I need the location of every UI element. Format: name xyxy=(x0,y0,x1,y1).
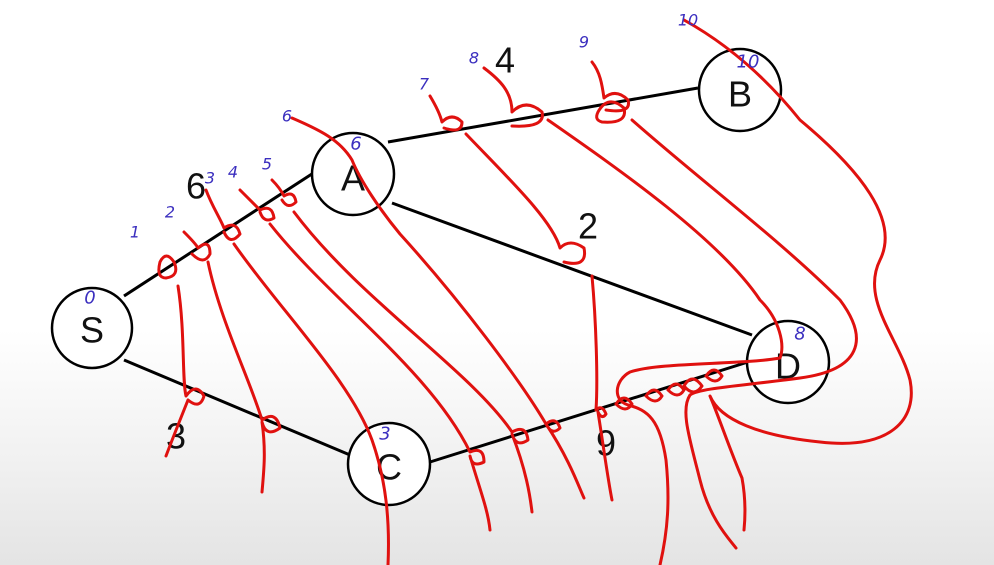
red-stroke-4 xyxy=(238,188,492,532)
red-stroke-10 xyxy=(682,18,913,532)
weight-s-a: 6 xyxy=(186,166,206,207)
dist-a: 6 xyxy=(350,134,361,155)
edge-s-c xyxy=(123,358,351,457)
node-a: A xyxy=(310,131,396,217)
tick-3: 3 xyxy=(205,169,215,188)
edge-s-a xyxy=(123,168,319,298)
red-loops-cd xyxy=(614,368,724,411)
node-c: C xyxy=(346,421,432,507)
tick-6: 6 xyxy=(282,107,292,126)
node-b-label: B xyxy=(728,74,752,115)
red-stroke-3 xyxy=(204,188,390,565)
edge-a-d xyxy=(391,201,753,337)
dist-c: 3 xyxy=(379,424,390,445)
red-stroke-5 xyxy=(270,178,534,514)
dist-d: 8 xyxy=(794,324,805,345)
weight-a-d: 2 xyxy=(578,206,598,247)
tick-2: 2 xyxy=(165,203,175,222)
dist-s: 0 xyxy=(84,288,95,309)
weight-a-b: 4 xyxy=(495,40,515,81)
red-stroke-1 xyxy=(157,254,206,458)
red-stroke-6 xyxy=(290,116,586,500)
edge-c-d xyxy=(429,360,749,464)
red-annotations xyxy=(157,18,913,565)
red-stroke-2 xyxy=(182,230,282,494)
node-d: D xyxy=(745,319,831,405)
tick-5: 5 xyxy=(262,155,272,174)
red-loop-ab xyxy=(595,100,627,124)
distance-labels: 0 6 10 3 8 xyxy=(84,52,805,445)
red-stroke-7 xyxy=(428,94,614,502)
tick-4: 4 xyxy=(228,163,238,182)
red-stroke-8 xyxy=(482,66,784,565)
tick-9: 9 xyxy=(579,33,589,52)
time-ticks: 1 2 3 4 5 6 7 8 9 10 xyxy=(130,11,698,242)
tick-7: 7 xyxy=(419,75,430,94)
tick-1: 1 xyxy=(130,223,140,242)
node-b: B xyxy=(697,47,783,133)
node-s: S xyxy=(50,286,134,370)
tick-8: 8 xyxy=(469,49,479,68)
edge-weights: 6 3 4 2 9 xyxy=(166,40,616,464)
dist-b: 10 xyxy=(737,52,760,73)
node-s-label: S xyxy=(80,310,104,351)
tick-10: 10 xyxy=(678,11,698,30)
